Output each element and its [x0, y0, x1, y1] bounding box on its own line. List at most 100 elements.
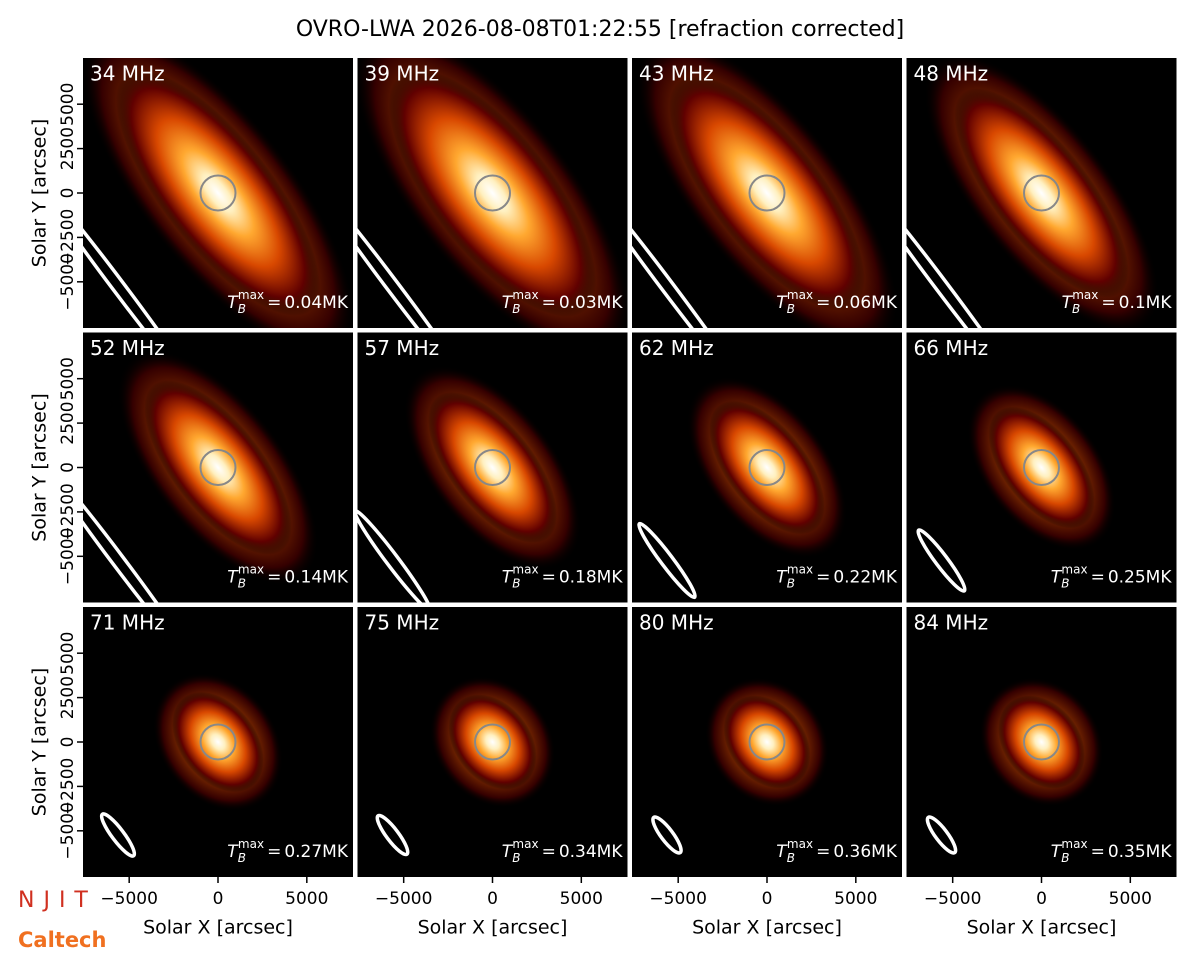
tb-value: 0.35MK: [1108, 842, 1173, 862]
tb-rel: =: [816, 842, 830, 862]
solar-disk: [1023, 174, 1060, 212]
x-tick-label: 0: [762, 889, 773, 909]
tb-sub: B: [512, 302, 520, 316]
panel: [357, 607, 628, 877]
logo-njit: NJIT: [18, 888, 97, 913]
emission-core: [988, 406, 1095, 529]
frequency-label: 80 MHz: [639, 611, 714, 635]
tb-symbol: T: [776, 568, 788, 588]
panel: [357, 332, 628, 603]
tb-rel: =: [267, 293, 281, 313]
y-tick-label: 5000: [58, 632, 78, 675]
tb-max-label: TBmax = 0.35MK: [1051, 837, 1173, 865]
x-axis-label: Solar X [arcsec]: [143, 917, 293, 939]
tb-symbol: T: [776, 293, 788, 313]
x-tick-label: 0: [487, 889, 498, 909]
tb-max-label: TBmax = 0.22MK: [776, 563, 898, 591]
tb-sub: B: [238, 851, 246, 865]
tb-sup: max: [238, 837, 264, 851]
solar-disk: [1023, 449, 1060, 486]
tb-sup: max: [787, 837, 813, 851]
beam: [925, 815, 958, 855]
tb-max-label: TBmax = 0.06MK: [776, 288, 898, 316]
beam: [906, 180, 1022, 328]
y-tick-label: −2500: [58, 209, 78, 267]
y-tick-label: 5000: [58, 357, 78, 400]
tb-sup: max: [787, 288, 813, 302]
tb-symbol: T: [1062, 293, 1074, 313]
tb-rel: =: [542, 568, 556, 588]
y-axis-label: Solar Y [arcsec]: [29, 668, 51, 816]
y-tick-label: 0: [58, 462, 78, 473]
tb-symbol: T: [502, 293, 514, 313]
y-tick-label: −5000: [58, 802, 78, 860]
x-tick-label: 5000: [285, 889, 328, 909]
tb-max-label: TBmax = 0.1MK: [1062, 288, 1173, 316]
emission-core: [172, 691, 264, 793]
tb-symbol: T: [776, 842, 788, 862]
x-tick-label: −5000: [649, 889, 707, 909]
tb-max-label: TBmax = 0.25MK: [1051, 563, 1173, 591]
tb-value: 0.34MK: [559, 842, 624, 862]
x-tick-label: 0: [213, 889, 224, 909]
solar-disk: [474, 174, 511, 212]
frequency-label: 75 MHz: [365, 611, 440, 635]
logo-caltech: Caltech: [18, 928, 106, 952]
tb-value: 0.18MK: [559, 568, 624, 588]
solar-disk: [474, 449, 511, 486]
tb-rel: =: [267, 568, 281, 588]
emission-core: [144, 380, 292, 555]
frequency-label: 62 MHz: [639, 336, 714, 360]
tb-rel: =: [542, 293, 556, 313]
beam: [83, 462, 193, 603]
x-axis-label: Solar X [arcsec]: [967, 917, 1117, 939]
tb-value: 0.27MK: [284, 842, 349, 862]
tb-value: 0.1MK: [1119, 293, 1173, 313]
frequency-label: 34 MHz: [90, 62, 165, 86]
beam: [99, 812, 137, 858]
tb-sub: B: [1061, 851, 1069, 865]
y-tick-label: 0: [58, 737, 78, 748]
tb-value: 0.22MK: [833, 568, 898, 588]
tb-symbol: T: [227, 842, 239, 862]
tb-value: 0.14MK: [284, 568, 349, 588]
tb-symbol: T: [1051, 568, 1063, 588]
frequency-label: 48 MHz: [914, 62, 989, 86]
panel: [83, 58, 353, 328]
tb-sup: max: [238, 288, 264, 302]
solar-disk: [1023, 723, 1060, 761]
tb-sup: max: [1061, 837, 1087, 851]
tb-max-label: TBmax = 0.34MK: [502, 837, 624, 865]
tb-value: 0.25MK: [1108, 568, 1173, 588]
x-tick-label: 5000: [834, 889, 877, 909]
tb-symbol: T: [502, 842, 514, 862]
solar-disk: [199, 174, 237, 212]
frequency-label: 39 MHz: [365, 62, 440, 86]
emission-core: [954, 88, 1129, 298]
emission-core: [427, 392, 558, 543]
x-tick-label: 5000: [560, 889, 603, 909]
tb-sup: max: [512, 837, 538, 851]
tb-sub: B: [512, 577, 520, 591]
solar-disk: [199, 723, 237, 761]
solar-disk: [748, 449, 786, 486]
tb-symbol: T: [1051, 842, 1063, 862]
panel: [357, 58, 628, 328]
tb-sup: max: [787, 563, 813, 577]
beam: [357, 509, 432, 603]
emission-core: [448, 694, 537, 790]
y-tick-label: 2500: [58, 127, 78, 170]
y-tick-label: 5000: [58, 83, 78, 126]
panel: [906, 58, 1177, 328]
y-tick-label: 0: [58, 188, 78, 199]
solar-disk: [199, 449, 237, 486]
y-tick-label: 2500: [58, 401, 78, 444]
beam: [357, 180, 473, 328]
tb-sub: B: [238, 577, 246, 591]
tb-value: 0.03MK: [559, 293, 624, 313]
tb-symbol: T: [227, 568, 239, 588]
beam: [632, 180, 748, 328]
tb-sub: B: [238, 302, 246, 316]
frequency-label: 57 MHz: [365, 336, 440, 360]
frequency-label: 43 MHz: [639, 62, 714, 86]
